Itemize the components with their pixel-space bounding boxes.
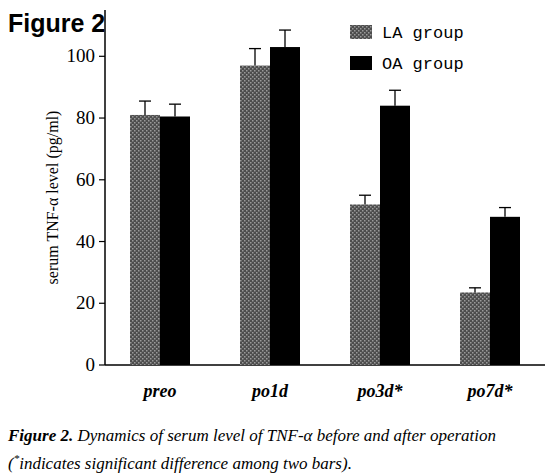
legend-label: OA group: [382, 55, 464, 74]
error-bar: [279, 30, 291, 47]
bars: [130, 30, 520, 365]
y-tick: [99, 364, 105, 365]
y-tick-label: 20: [76, 292, 95, 313]
title: Figure 2: [8, 9, 105, 37]
caption-text: Dynamics of serum level of TNF-α before …: [8, 426, 496, 473]
y-tick: [99, 117, 105, 118]
x-tick-label: po7d*: [466, 381, 514, 401]
bar: [380, 106, 410, 365]
x-tick-label: po1d: [250, 381, 289, 401]
bar: [350, 204, 380, 365]
y-tick-label: 40: [76, 231, 95, 252]
y-tick: [99, 241, 105, 242]
x-tick-label: po3d*: [356, 381, 404, 401]
y-tick-label: 60: [76, 169, 95, 190]
bar: [130, 115, 160, 365]
y-axis: [104, 10, 106, 365]
error-bar: [499, 208, 511, 217]
error-bar: [169, 104, 181, 116]
y-tick-label: 100: [67, 45, 96, 66]
bar: [270, 47, 300, 365]
error-bar: [139, 101, 151, 115]
bar: [490, 217, 520, 365]
bar: [460, 292, 490, 365]
caption-label: Figure 2.: [8, 426, 73, 445]
y-tick: [99, 56, 105, 57]
error-bar: [389, 90, 401, 105]
error-bar: [249, 49, 261, 66]
y-tick: [99, 179, 105, 180]
y-tick-label: 80: [76, 107, 95, 128]
legend-label: LA group: [382, 24, 464, 43]
legend-swatch: [350, 56, 372, 70]
bar: [240, 66, 270, 365]
y-axis-label: serum TNF-α level (pg/ml): [44, 111, 62, 285]
bar: [160, 117, 190, 366]
legend-swatch: [350, 25, 372, 39]
caption: Figure 2. Dynamics of serum level of TNF…: [8, 424, 553, 475]
y-tick: [99, 303, 105, 304]
error-bar: [469, 288, 481, 293]
error-bar: [359, 195, 371, 204]
x-tick-label: preo: [142, 381, 177, 401]
y-tick-label: 0: [86, 354, 96, 375]
